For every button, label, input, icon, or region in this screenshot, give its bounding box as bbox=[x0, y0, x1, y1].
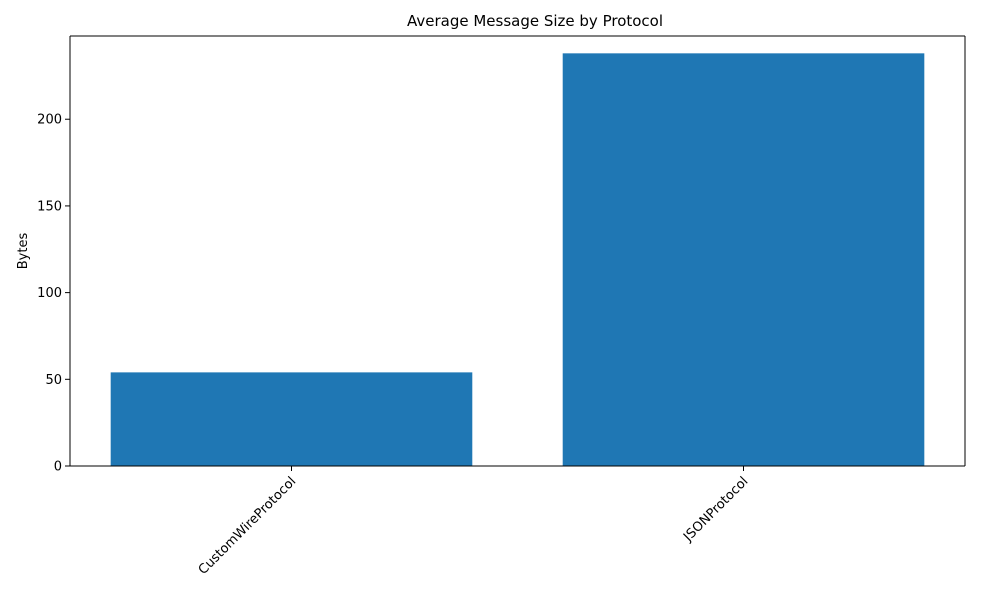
bar-jsonprotocol bbox=[562, 53, 925, 466]
plot-area: 0 50 100 150 200 CustomWireProtocol JSONProtoc… bbox=[37, 35, 966, 578]
y-tick-label: 100 bbox=[37, 286, 62, 301]
chart-title: Average Message Size by Protocol bbox=[407, 12, 663, 30]
y-tick-label: 0 bbox=[54, 460, 62, 475]
x-tick-label: CustomWireProtocol bbox=[196, 474, 300, 578]
y-tick-label: 50 bbox=[45, 373, 62, 388]
y-tick-label: 150 bbox=[37, 199, 62, 214]
y-axis-label: Bytes bbox=[16, 233, 31, 270]
bar-customwireprotocol bbox=[110, 372, 473, 466]
x-tick-label: JSONProtocol bbox=[680, 474, 751, 545]
y-tick-label: 200 bbox=[37, 113, 62, 128]
